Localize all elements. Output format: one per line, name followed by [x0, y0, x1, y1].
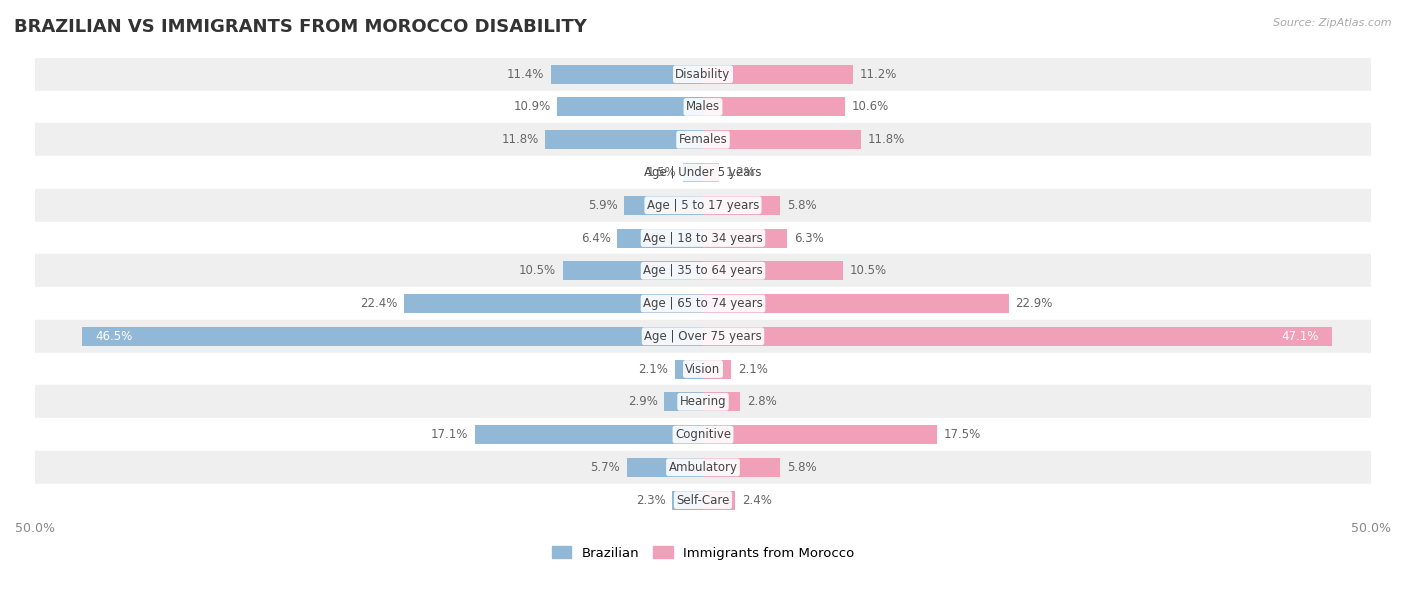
Text: 5.8%: 5.8% — [787, 199, 817, 212]
Text: 5.9%: 5.9% — [588, 199, 617, 212]
Bar — [562, 261, 703, 280]
Text: 17.5%: 17.5% — [943, 428, 981, 441]
Bar — [546, 130, 703, 149]
Bar — [703, 491, 735, 510]
Bar — [35, 222, 1371, 255]
Bar — [35, 353, 1371, 386]
Bar — [703, 425, 936, 444]
Text: Age | 35 to 64 years: Age | 35 to 64 years — [643, 264, 763, 277]
Bar — [82, 327, 703, 346]
Bar — [703, 65, 852, 84]
Bar — [703, 392, 741, 411]
Text: 2.1%: 2.1% — [738, 362, 768, 376]
Text: 1.5%: 1.5% — [647, 166, 676, 179]
Bar — [404, 294, 703, 313]
Text: Hearing: Hearing — [679, 395, 727, 408]
Text: 10.5%: 10.5% — [519, 264, 555, 277]
Text: Age | 65 to 74 years: Age | 65 to 74 years — [643, 297, 763, 310]
Bar — [703, 130, 860, 149]
Bar — [35, 156, 1371, 189]
Text: Age | Over 75 years: Age | Over 75 years — [644, 330, 762, 343]
Text: 5.7%: 5.7% — [591, 461, 620, 474]
Bar — [624, 196, 703, 215]
Bar — [35, 287, 1371, 320]
Bar — [683, 163, 703, 182]
Bar — [703, 228, 787, 247]
Text: 6.4%: 6.4% — [581, 231, 610, 245]
Text: 11.8%: 11.8% — [502, 133, 538, 146]
Text: Age | 5 to 17 years: Age | 5 to 17 years — [647, 199, 759, 212]
Text: 10.6%: 10.6% — [851, 100, 889, 113]
Text: 46.5%: 46.5% — [96, 330, 132, 343]
Text: Females: Females — [679, 133, 727, 146]
Text: 2.3%: 2.3% — [636, 493, 665, 507]
Bar — [627, 458, 703, 477]
Text: 11.4%: 11.4% — [506, 68, 544, 81]
Text: 5.8%: 5.8% — [787, 461, 817, 474]
Text: 1.2%: 1.2% — [725, 166, 755, 179]
Text: 22.4%: 22.4% — [360, 297, 396, 310]
Bar — [703, 327, 1333, 346]
Bar — [35, 91, 1371, 124]
Bar — [617, 228, 703, 247]
Text: 10.5%: 10.5% — [851, 264, 887, 277]
Bar — [557, 97, 703, 116]
Bar — [35, 418, 1371, 451]
Text: Age | 18 to 34 years: Age | 18 to 34 years — [643, 231, 763, 245]
Bar — [703, 294, 1010, 313]
Text: 6.3%: 6.3% — [794, 231, 824, 245]
Bar — [675, 359, 703, 379]
Text: Cognitive: Cognitive — [675, 428, 731, 441]
Bar — [35, 386, 1371, 418]
Text: 10.9%: 10.9% — [513, 100, 551, 113]
Text: 11.2%: 11.2% — [859, 68, 897, 81]
Legend: Brazilian, Immigrants from Morocco: Brazilian, Immigrants from Morocco — [547, 541, 859, 565]
Bar — [551, 65, 703, 84]
Text: 17.1%: 17.1% — [430, 428, 468, 441]
Bar — [703, 458, 780, 477]
Bar — [703, 196, 780, 215]
Text: 22.9%: 22.9% — [1015, 297, 1053, 310]
Bar — [35, 58, 1371, 91]
Text: 2.1%: 2.1% — [638, 362, 668, 376]
Text: 2.9%: 2.9% — [627, 395, 658, 408]
Text: 2.4%: 2.4% — [742, 493, 772, 507]
Text: Age | Under 5 years: Age | Under 5 years — [644, 166, 762, 179]
Bar — [475, 425, 703, 444]
Bar — [35, 451, 1371, 483]
Text: Vision: Vision — [685, 362, 721, 376]
Bar — [703, 261, 844, 280]
Bar — [703, 97, 845, 116]
Text: Males: Males — [686, 100, 720, 113]
Bar — [672, 491, 703, 510]
Bar — [35, 189, 1371, 222]
Text: 47.1%: 47.1% — [1281, 330, 1319, 343]
Text: 11.8%: 11.8% — [868, 133, 904, 146]
Text: Disability: Disability — [675, 68, 731, 81]
Bar — [703, 359, 731, 379]
Bar — [703, 163, 718, 182]
Text: Ambulatory: Ambulatory — [668, 461, 738, 474]
Bar — [664, 392, 703, 411]
Bar — [35, 320, 1371, 353]
Bar — [35, 483, 1371, 517]
Text: Self-Care: Self-Care — [676, 493, 730, 507]
Bar — [35, 124, 1371, 156]
Text: Source: ZipAtlas.com: Source: ZipAtlas.com — [1274, 18, 1392, 28]
Text: BRAZILIAN VS IMMIGRANTS FROM MOROCCO DISABILITY: BRAZILIAN VS IMMIGRANTS FROM MOROCCO DIS… — [14, 18, 586, 36]
Bar — [35, 255, 1371, 287]
Text: 2.8%: 2.8% — [747, 395, 778, 408]
